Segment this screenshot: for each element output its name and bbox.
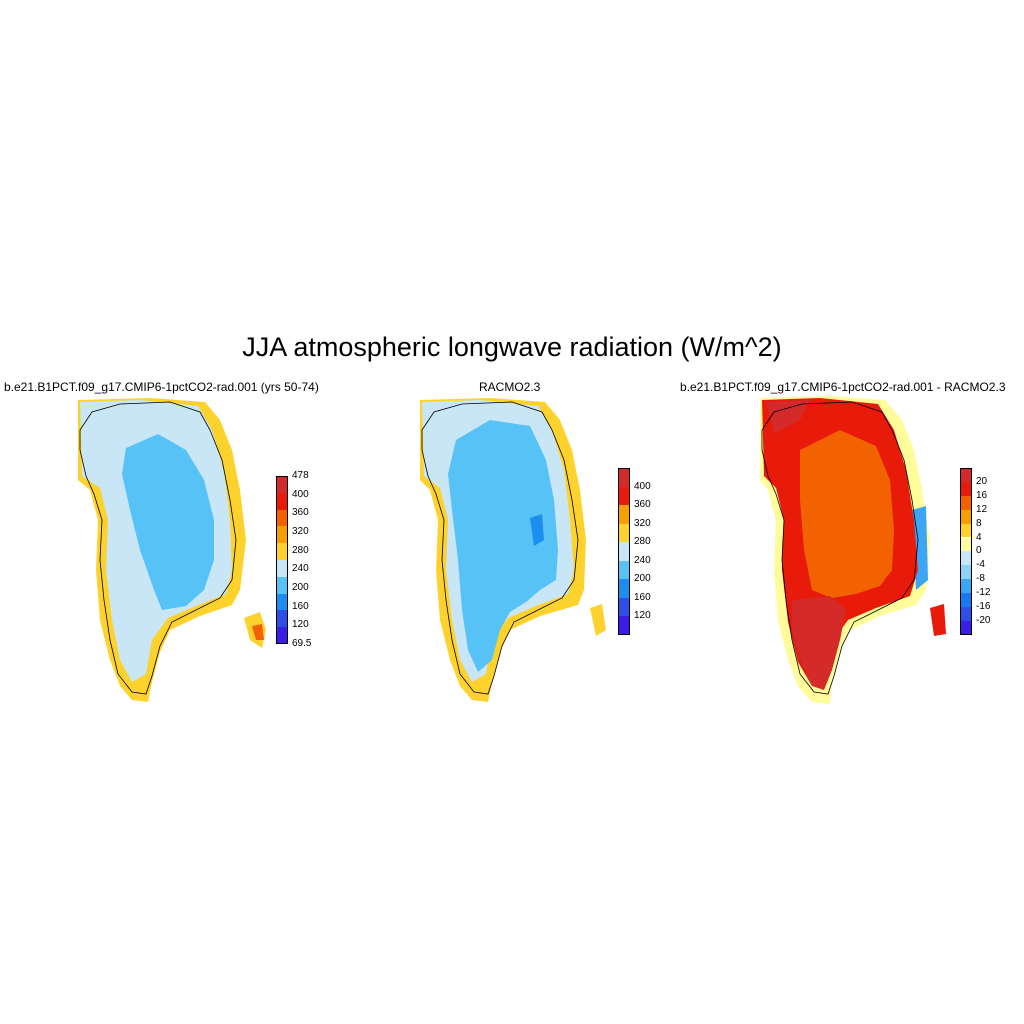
- colorbar-outline: [276, 476, 288, 644]
- colorbar-swatch: [276, 526, 288, 544]
- panel-model: b.e21.B1PCT.f09_g17.CMIP6-1pctCO2-rad.00…: [0, 380, 330, 710]
- colorbar-outline: [960, 468, 972, 635]
- colorbar-swatch: [276, 543, 288, 560]
- colorbar-label: -12: [976, 587, 991, 599]
- panel-title: b.e21.B1PCT.f09_g17.CMIP6-1pctCO2-rad.00…: [4, 380, 319, 394]
- colorbar-label: -4: [976, 559, 985, 571]
- colorbar-label: 120: [634, 610, 651, 621]
- colorbar-label: 478: [292, 470, 309, 481]
- colorbar-swatch: [960, 468, 972, 482]
- colorbar-swatch: [960, 551, 972, 566]
- greenland-map: [78, 398, 266, 702]
- colorbar-swatch: [960, 579, 972, 594]
- colorbar-label: 200: [292, 582, 309, 593]
- colorbar-swatch: [960, 495, 972, 510]
- greenland-map: [420, 398, 606, 702]
- colorbar-swatch: [960, 620, 972, 635]
- panel-difference: b.e21.B1PCT.f09_g17.CMIP6-1pctCO2-rad.00…: [680, 380, 1010, 710]
- colorbar-label: 280: [634, 536, 651, 547]
- colorbar-swatch: [618, 523, 630, 542]
- coastline: [421, 401, 579, 695]
- panel-title: RACMO2.3: [479, 380, 541, 394]
- map-inner-region: [122, 434, 214, 610]
- colorbar-swatch: [276, 509, 288, 527]
- colorbar-label: 240: [292, 563, 309, 575]
- colorbar-swatch: [276, 610, 288, 628]
- colorbar-label: 280: [292, 544, 309, 556]
- colorbar: -20 -16 -12 -8 -4 0 4 8 12 16 20: [960, 468, 1020, 635]
- colorbar-swatch: [276, 560, 288, 577]
- colorbar: 120 160 200 240 280 320 360 400: [618, 468, 678, 635]
- colorbar-label: 8: [976, 517, 982, 529]
- colorbar-label: 160: [292, 600, 309, 612]
- colorbar-swatch: [618, 505, 630, 524]
- coastline: [79, 401, 237, 695]
- colorbar-swatch: [960, 607, 972, 621]
- colorbar-label: 160: [634, 591, 651, 603]
- colorbar-label: 12: [976, 503, 988, 515]
- colorbar-label: -16: [976, 601, 991, 612]
- colorbar-swatch: [276, 593, 288, 611]
- colorbar-label: 400: [634, 480, 651, 492]
- colorbar-label: 4: [976, 531, 982, 543]
- map-inner-region: [800, 430, 894, 598]
- colorbar-swatch: [960, 537, 972, 552]
- figure-title: JJA atmospheric longwave radiation (W/m^…: [242, 332, 782, 362]
- colorbar-swatch: [618, 560, 630, 579]
- colorbar-label: 120: [292, 619, 309, 631]
- panel-title: b.e21.B1PCT.f09_g17.CMIP6-1pctCO2-rad.00…: [680, 380, 1006, 394]
- colorbar-label: 69.5: [292, 638, 312, 649]
- greenland-map: [760, 396, 946, 704]
- colorbar-label: 400: [292, 488, 309, 500]
- map-south-region: [766, 400, 846, 690]
- coastline: [761, 401, 919, 695]
- colorbar-label: -8: [976, 573, 985, 585]
- colorbar-label: 240: [634, 554, 651, 566]
- panel-racmo: RACMO2.3 120 160 200 240 280 320 360 400: [340, 380, 670, 710]
- colorbar-swatch: [618, 542, 630, 561]
- colorbar-swatch: [618, 597, 630, 616]
- colorbar: 69.5 120 160 200 240 280 320 360 400 478: [276, 471, 336, 649]
- colorbar-swatch: [618, 616, 630, 635]
- colorbar-label: 200: [634, 573, 651, 584]
- map-inner-region: [448, 420, 558, 672]
- colorbar-swatch: [276, 476, 288, 493]
- colorbar-label: 16: [976, 489, 988, 501]
- colorbar-label: 20: [976, 475, 988, 487]
- colorbar-label: 320: [634, 517, 651, 529]
- colorbar-swatch: [960, 593, 972, 607]
- colorbar-label: 0: [976, 545, 982, 557]
- colorbar-swatch: [276, 576, 288, 594]
- colorbar-label: 360: [634, 499, 651, 510]
- colorbar-swatch: [960, 565, 972, 580]
- colorbar-swatch: [618, 579, 630, 598]
- colorbar-swatch: [960, 509, 972, 524]
- colorbar-swatch: [618, 468, 630, 487]
- colorbar-swatch: [960, 523, 972, 538]
- colorbar-label: -20: [976, 614, 991, 626]
- colorbar-label: 360: [292, 507, 309, 519]
- colorbar-swatch: [960, 481, 972, 496]
- colorbar-label: 320: [292, 526, 309, 537]
- colorbar-swatch: [276, 492, 288, 510]
- colorbar-swatch: [618, 486, 630, 505]
- colorbar-swatch: [276, 627, 288, 644]
- colorbar-outline: [618, 468, 630, 635]
